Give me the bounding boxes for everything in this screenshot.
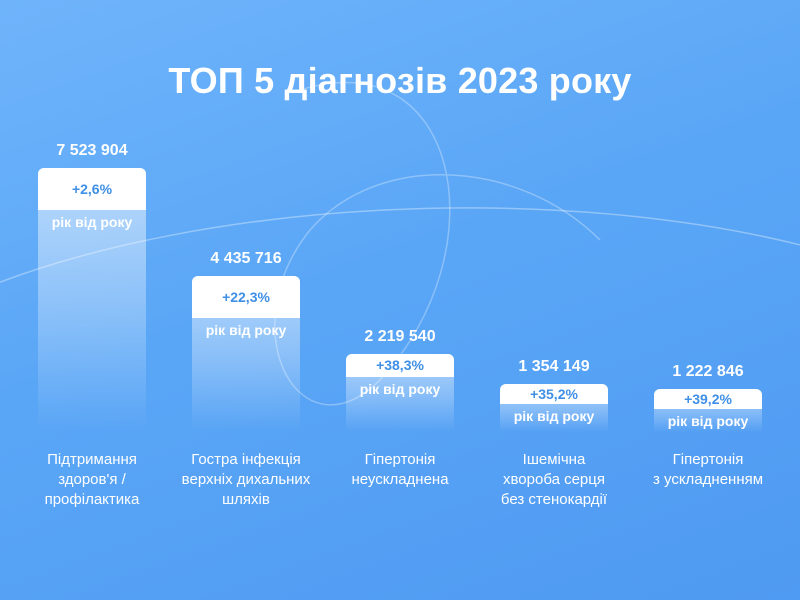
category-label-line: здоров'я / [58, 471, 126, 488]
category-label-line: з ускладненням [652, 471, 764, 488]
bar-change-label: +39,2% [654, 389, 762, 409]
bar: +2,6% рік від року [38, 168, 146, 432]
bar-change-caption: рік від року [51, 214, 133, 230]
chart-title: ТОП 5 діагнозів 2023 року [168, 60, 632, 101]
bar-change-label: +22,3% [192, 276, 300, 318]
category-label-line: Гіпертонія [364, 451, 436, 468]
category-label-line: шляхів [222, 491, 270, 508]
bar-value-label: 7 523 904 [56, 142, 128, 159]
bar-change-label: +2,6% [38, 168, 146, 210]
category-label-line: профілактика [44, 491, 140, 508]
bar-value-label: 1 354 149 [518, 358, 590, 375]
bar-change-caption: рік від року [667, 413, 749, 429]
category-label-line: без стенокардії [500, 491, 608, 508]
bar: +35,2% рік від року [500, 384, 608, 432]
bar-value-label: 2 219 540 [364, 328, 436, 345]
category-label-line: неускладнена [351, 471, 449, 488]
category-label: Ішемічна хвороба серця без стенокардії [474, 450, 634, 510]
bar-value-label: 1 222 846 [672, 363, 744, 380]
category-label-line: Підтримання [47, 451, 137, 468]
bar-change-label: +38,3% [346, 354, 454, 377]
category-label-line: Ішемічна [522, 451, 586, 468]
category-label: Підтримання здоров'я / профілактика [12, 450, 172, 510]
bar: +39,2% рік від року [654, 389, 762, 432]
category-label-line: Гостра інфекція [191, 451, 301, 468]
category-label-line: Гіпертонія [672, 451, 744, 468]
category-label-line: хвороба серця [503, 471, 605, 488]
bar: +38,3% рік від року [346, 354, 454, 432]
category-label: Гіпертонія з ускладненням [628, 450, 788, 490]
bar-change-label: +35,2% [500, 384, 608, 404]
bar-value-label: 4 435 716 [210, 250, 282, 267]
category-label-line: верхніх дихальних [181, 471, 311, 488]
bar: +22,3% рік від року [192, 276, 300, 432]
category-label: Гостра інфекція верхніх дихальних шляхів [166, 450, 326, 510]
category-label: Гіпертонія неускладнена [320, 450, 480, 490]
bar-change-caption: рік від року [359, 381, 441, 397]
bar-change-caption: рік від року [205, 322, 287, 338]
bar-change-caption: рік від року [513, 408, 595, 424]
